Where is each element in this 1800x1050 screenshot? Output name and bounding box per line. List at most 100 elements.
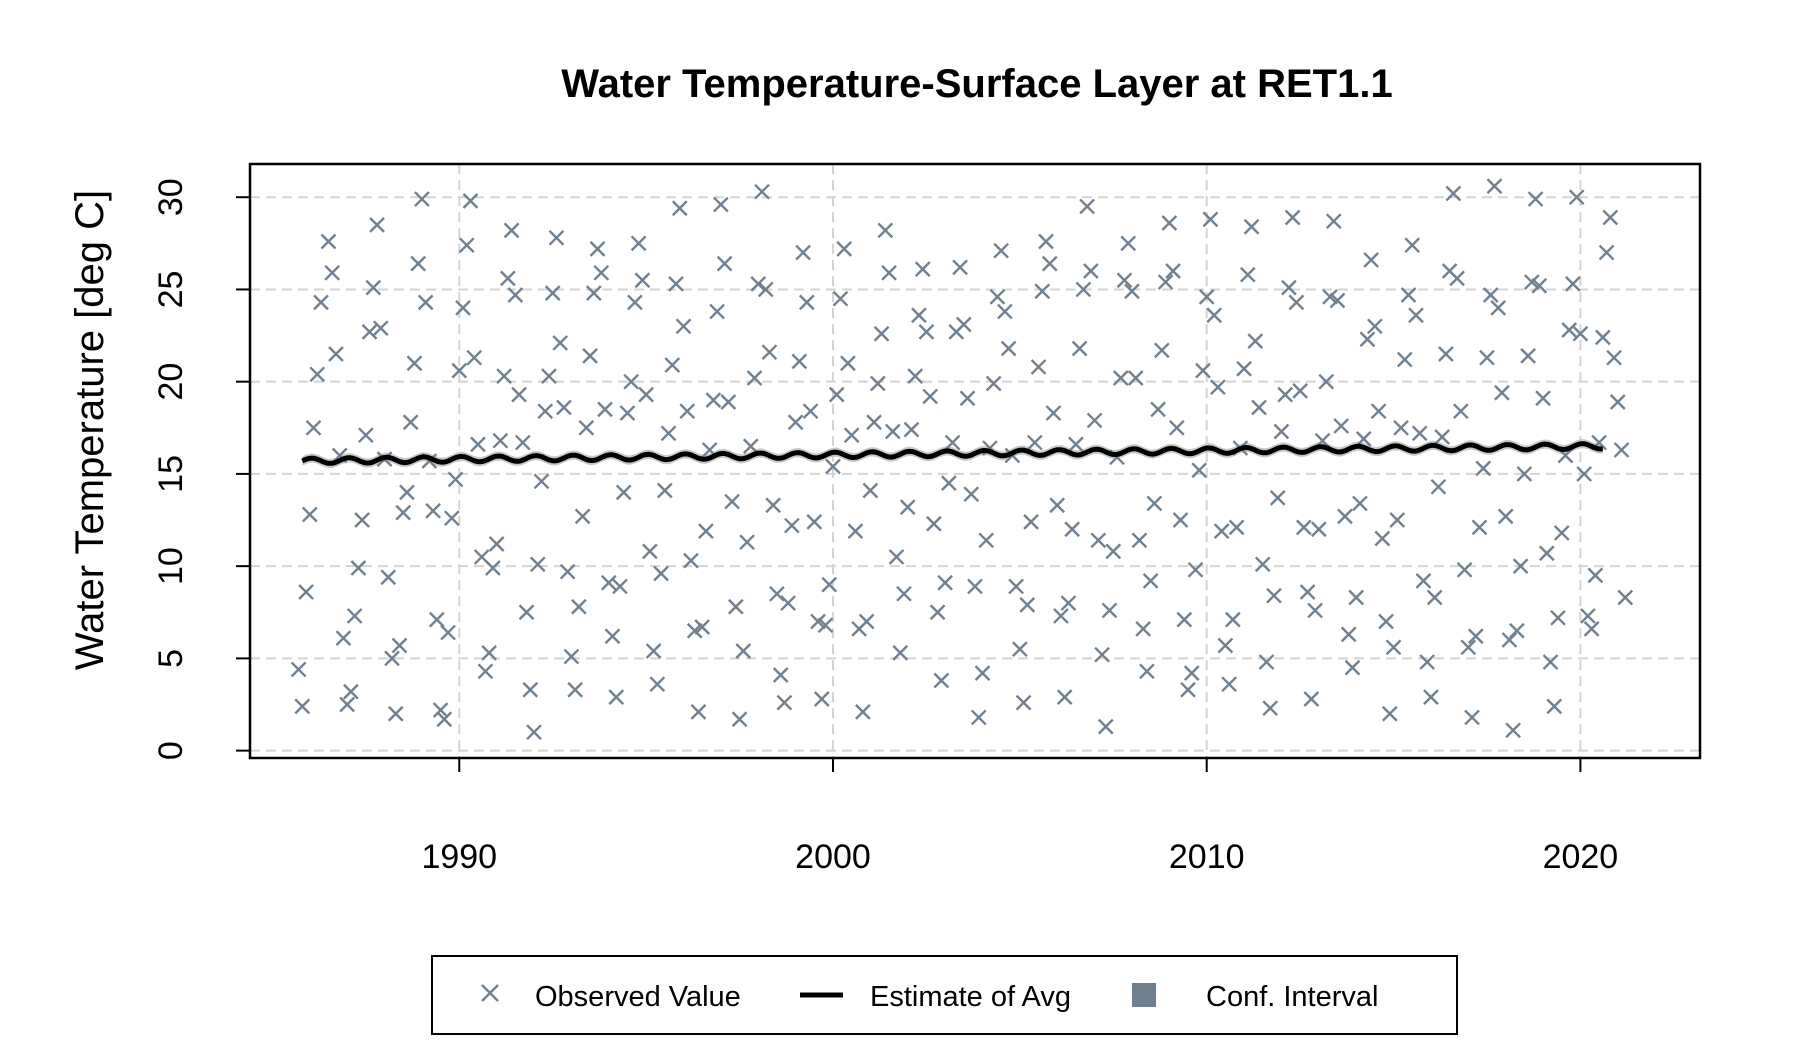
observed-point bbox=[1572, 325, 1589, 342]
observed-point bbox=[1012, 641, 1028, 658]
observed-point bbox=[1609, 394, 1626, 410]
observed-point bbox=[514, 434, 531, 451]
observed-point bbox=[1449, 270, 1465, 287]
observed-point bbox=[899, 499, 916, 515]
observed-point bbox=[1053, 608, 1069, 624]
y-axis-label: Water Temperature [deg C] bbox=[68, 190, 112, 670]
observed-point bbox=[989, 288, 1006, 305]
observed-point bbox=[940, 475, 957, 491]
observed-point bbox=[440, 624, 456, 641]
observed-point bbox=[623, 373, 640, 390]
observed-point bbox=[813, 691, 830, 707]
observed-point bbox=[436, 711, 453, 728]
observed-point bbox=[1086, 412, 1103, 429]
observed-point bbox=[1056, 689, 1073, 705]
observed-point bbox=[1396, 351, 1413, 368]
observed-point bbox=[533, 473, 550, 490]
observed-point bbox=[735, 643, 752, 659]
observed-point bbox=[417, 294, 434, 311]
observed-point bbox=[970, 709, 987, 726]
observed-point bbox=[526, 724, 542, 741]
observed-point bbox=[1101, 602, 1118, 619]
observed-point bbox=[974, 665, 991, 681]
observed-point bbox=[541, 368, 557, 384]
observed-point bbox=[1381, 705, 1398, 722]
observed-point bbox=[335, 630, 352, 646]
observed-point bbox=[1482, 287, 1499, 303]
observed-point bbox=[1475, 460, 1492, 477]
legend-x-marker bbox=[481, 984, 499, 1002]
observed-point bbox=[903, 421, 920, 438]
observed-point bbox=[772, 667, 789, 683]
observed-point bbox=[869, 375, 886, 392]
observed-point bbox=[952, 259, 968, 276]
observed-point bbox=[997, 303, 1013, 320]
grid-lines bbox=[250, 164, 1700, 758]
observed-point bbox=[1333, 418, 1350, 434]
observed-point bbox=[305, 419, 322, 436]
observed-point bbox=[716, 255, 733, 272]
observed-point bbox=[686, 622, 703, 639]
observed-point bbox=[1183, 665, 1200, 681]
observed-point bbox=[1408, 307, 1424, 324]
observed-point bbox=[993, 242, 1010, 259]
observed-point bbox=[832, 290, 849, 307]
observed-point bbox=[1329, 292, 1346, 309]
observed-point bbox=[1221, 676, 1237, 693]
observed-point bbox=[1180, 681, 1196, 698]
observed-point bbox=[694, 619, 711, 635]
y-tick-label: 20 bbox=[152, 363, 190, 401]
observed-point bbox=[656, 482, 673, 499]
observed-point bbox=[361, 324, 378, 340]
observed-point bbox=[301, 506, 318, 523]
observed-point bbox=[369, 217, 385, 233]
observed-point bbox=[1168, 419, 1185, 436]
observed-point bbox=[1352, 495, 1368, 512]
observed-point bbox=[556, 399, 572, 416]
observed-point bbox=[1075, 281, 1092, 298]
observed-point bbox=[1464, 709, 1480, 726]
observed-point bbox=[455, 300, 471, 316]
observed-point bbox=[1239, 266, 1256, 283]
observed-point bbox=[1213, 523, 1230, 539]
observed-point bbox=[862, 482, 879, 499]
observed-point bbox=[372, 320, 389, 337]
observed-point bbox=[1434, 429, 1450, 445]
observed-point bbox=[1277, 386, 1294, 403]
observed-point bbox=[1307, 602, 1323, 619]
observed-point bbox=[742, 438, 759, 455]
observed-point bbox=[1292, 383, 1308, 399]
observed-point bbox=[1049, 497, 1066, 514]
observed-point bbox=[776, 694, 793, 711]
observed-point bbox=[836, 241, 853, 257]
observed-point bbox=[548, 229, 565, 246]
x-tick-label: 2010 bbox=[1169, 838, 1245, 876]
observed-point bbox=[1367, 318, 1383, 335]
observed-point bbox=[1606, 349, 1622, 366]
observed-point bbox=[911, 307, 927, 324]
observed-point bbox=[1337, 508, 1353, 525]
observed-point bbox=[791, 353, 808, 370]
observed-point bbox=[1131, 532, 1148, 549]
y-tick-label: 30 bbox=[152, 178, 190, 216]
y-tick-label: 0 bbox=[152, 741, 190, 760]
observed-point bbox=[1243, 218, 1260, 235]
observed-point bbox=[406, 355, 423, 372]
observed-point bbox=[1187, 561, 1204, 578]
observed-point bbox=[1120, 235, 1137, 252]
observed-point bbox=[1041, 255, 1058, 272]
observed-point bbox=[713, 196, 729, 213]
observed-point bbox=[1045, 405, 1062, 421]
observed-point bbox=[907, 368, 924, 384]
observed-point bbox=[1165, 263, 1181, 279]
observed-points bbox=[290, 178, 1634, 741]
observed-point bbox=[1411, 425, 1428, 442]
observed-point bbox=[1393, 419, 1409, 436]
observed-point bbox=[937, 574, 953, 591]
x-axis: 1990 2000 2010 2020 bbox=[421, 757, 1618, 876]
observed-point bbox=[1288, 294, 1305, 311]
observed-point bbox=[1456, 561, 1473, 578]
observed-point bbox=[1202, 211, 1219, 228]
observed-point bbox=[470, 436, 486, 453]
